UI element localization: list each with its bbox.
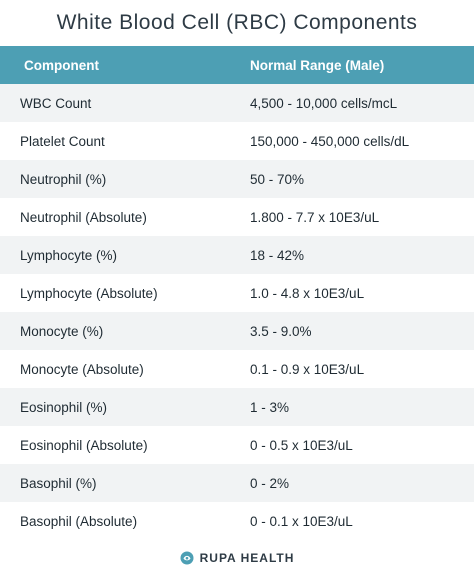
header-normal-range: Normal Range (Male) bbox=[250, 57, 385, 73]
range-cell: 18 - 42% bbox=[250, 247, 305, 263]
component-cell: Eosinophil (%) bbox=[20, 399, 108, 415]
header-component: Component bbox=[24, 57, 99, 73]
range-cell: 0 - 2% bbox=[250, 475, 290, 491]
range-cell: 150,000 - 450,000 cells/dL bbox=[250, 133, 410, 149]
component-cell: Monocyte (Absolute) bbox=[20, 361, 144, 377]
range-cell: 1.0 - 4.8 x 10E3/uL bbox=[250, 285, 365, 301]
table-row: Lymphocyte (%) 18 - 42% bbox=[0, 236, 474, 274]
page-title: White Blood Cell (RBC) Components bbox=[56, 11, 418, 34]
component-cell: WBC Count bbox=[20, 95, 92, 111]
table-row: Eosinophil (%) 1 - 3% bbox=[0, 388, 474, 426]
table-row: Monocyte (Absolute) 0.1 - 0.9 x 10E3/uL bbox=[0, 350, 474, 388]
range-cell: 3.5 - 9.0% bbox=[250, 323, 312, 339]
table-header: Component Normal Range (Male) bbox=[0, 46, 474, 84]
range-cell: 4,500 - 10,000 cells/mcL bbox=[250, 95, 398, 111]
range-cell: 0 - 0.1 x 10E3/uL bbox=[250, 513, 353, 529]
table-row: WBC Count 4,500 - 10,000 cells/mcL bbox=[0, 84, 474, 122]
range-cell: 1 - 3% bbox=[250, 399, 290, 415]
table-row: Monocyte (%) 3.5 - 9.0% bbox=[0, 312, 474, 350]
component-cell: Neutrophil (%) bbox=[20, 171, 107, 187]
table-row: Neutrophil (Absolute) 1.800 - 7.7 x 10E3… bbox=[0, 198, 474, 236]
component-cell: Basophil (Absolute) bbox=[20, 513, 138, 529]
component-cell: Lymphocyte (Absolute) bbox=[20, 285, 158, 301]
component-cell: Platelet Count bbox=[20, 133, 105, 149]
component-cell: Basophil (%) bbox=[20, 475, 97, 491]
table-row: Lymphocyte (Absolute) 1.0 - 4.8 x 10E3/u… bbox=[0, 274, 474, 312]
component-cell: Lymphocyte (%) bbox=[20, 247, 118, 263]
components-table: Component Normal Range (Male) WBC Count … bbox=[0, 46, 474, 540]
footer-brand: RUPA HEALTH bbox=[0, 545, 474, 571]
table-row: Neutrophil (%) 50 - 70% bbox=[0, 160, 474, 198]
range-cell: 0.1 - 0.9 x 10E3/uL bbox=[250, 361, 365, 377]
table-row: Basophil (Absolute) 0 - 0.1 x 10E3/uL bbox=[0, 502, 474, 540]
component-cell: Monocyte (%) bbox=[20, 323, 104, 339]
table-row: Eosinophil (Absolute) 0 - 0.5 x 10E3/uL bbox=[0, 426, 474, 464]
table-row: Basophil (%) 0 - 2% bbox=[0, 464, 474, 502]
range-cell: 0 - 0.5 x 10E3/uL bbox=[250, 437, 353, 453]
component-cell: Neutrophil (Absolute) bbox=[20, 209, 147, 225]
rupa-logo-icon bbox=[180, 551, 194, 565]
range-cell: 1.800 - 7.7 x 10E3/uL bbox=[250, 209, 380, 225]
brand-name: RUPA HEALTH bbox=[199, 551, 295, 565]
component-cell: Eosinophil (Absolute) bbox=[20, 437, 148, 453]
range-cell: 50 - 70% bbox=[250, 171, 305, 187]
table-row: Platelet Count 150,000 - 450,000 cells/d… bbox=[0, 122, 474, 160]
